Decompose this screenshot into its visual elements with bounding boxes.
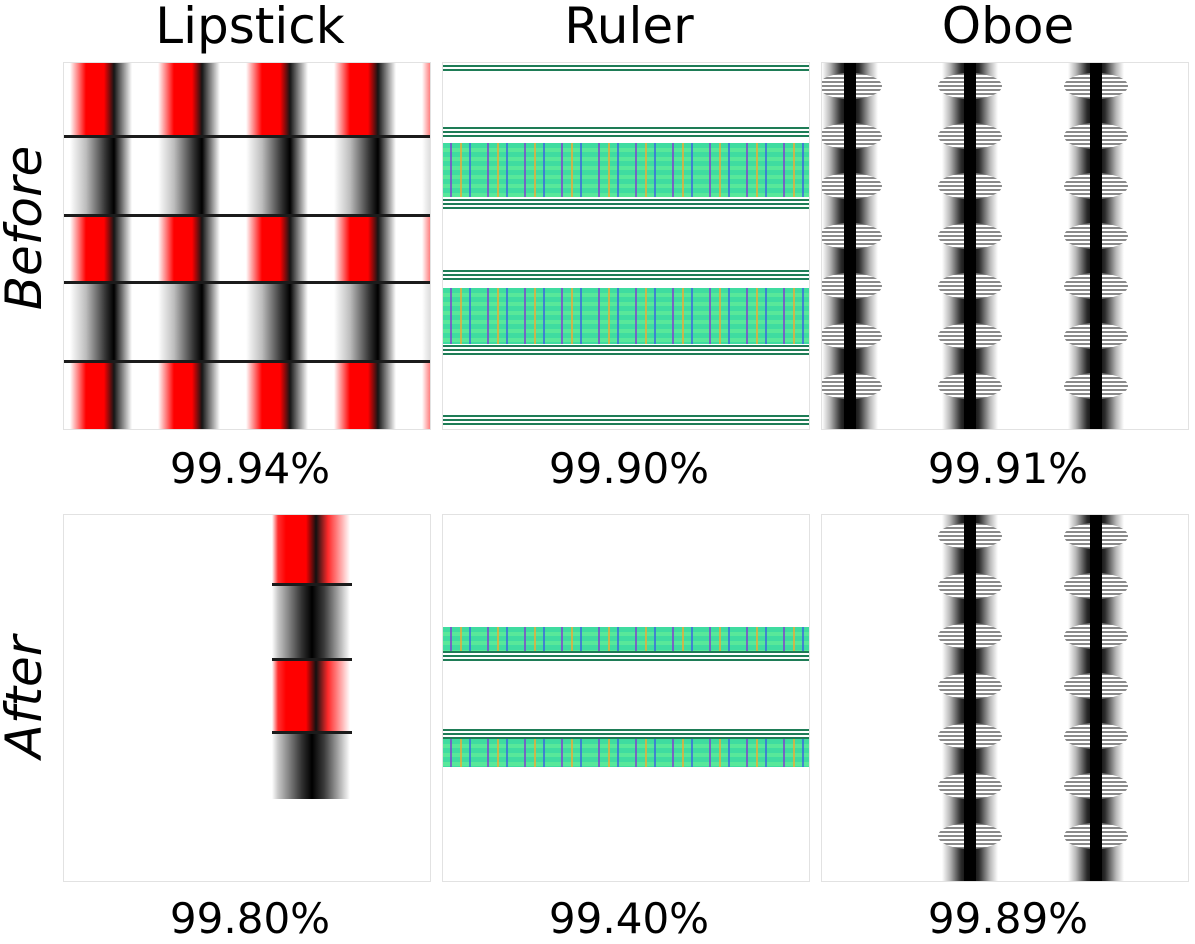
score-before-lipstick: 99.94% <box>169 444 331 493</box>
oboe-core <box>964 63 976 429</box>
ruler-edge-lines <box>443 651 809 661</box>
ruler-band <box>443 143 809 197</box>
ruler-band <box>443 288 809 344</box>
oboe-core <box>844 63 856 429</box>
lipstick-black-segment <box>272 731 352 799</box>
ruler-edge-lines <box>443 345 809 357</box>
row-label-after: After <box>0 635 53 759</box>
column-title-oboe: Oboe <box>941 0 1075 55</box>
column-title-ruler: Ruler <box>564 0 694 55</box>
image-after-lipstick <box>63 514 431 882</box>
lipstick-seam <box>272 583 352 586</box>
image-before-ruler <box>442 62 810 430</box>
column-title-lipstick: Lipstick <box>155 0 345 55</box>
ruler-band <box>443 739 809 767</box>
ruler-band <box>443 627 809 651</box>
image-before-lipstick <box>63 62 431 430</box>
lipstick-red-band <box>64 361 430 429</box>
score-after-oboe: 99.89% <box>927 894 1089 943</box>
image-after-oboe <box>821 514 1189 882</box>
lipstick-seam <box>64 281 430 284</box>
ruler-edge-lines <box>443 127 809 137</box>
lipstick-red-band <box>64 63 430 135</box>
ruler-edge-lines <box>443 415 809 427</box>
lipstick-seam <box>272 658 352 661</box>
score-before-ruler: 99.90% <box>548 444 710 493</box>
ruler-edge-lines <box>443 65 809 73</box>
ruler-edge-lines <box>443 729 809 739</box>
score-before-oboe: 99.91% <box>927 444 1089 493</box>
lipstick-black-band <box>64 281 430 361</box>
lipstick-seam <box>64 135 430 138</box>
oboe-core <box>964 515 976 881</box>
lipstick-red-band <box>64 215 430 281</box>
lipstick-black-segment <box>272 583 352 659</box>
lipstick-seam <box>64 360 430 363</box>
ruler-edge-lines <box>443 270 809 282</box>
oboe-core <box>1090 63 1102 429</box>
lipstick-seam <box>64 214 430 217</box>
image-after-ruler <box>442 514 810 882</box>
row-label-before: Before <box>0 145 53 311</box>
score-after-ruler: 99.40% <box>548 894 710 943</box>
lipstick-black-band <box>64 135 430 215</box>
ruler-edge-lines <box>443 199 809 211</box>
lipstick-red-segment <box>272 515 352 583</box>
lipstick-seam <box>272 731 352 734</box>
image-before-oboe <box>821 62 1189 430</box>
score-after-lipstick: 99.80% <box>169 894 331 943</box>
lipstick-red-segment <box>272 659 352 731</box>
oboe-core <box>1090 515 1102 881</box>
